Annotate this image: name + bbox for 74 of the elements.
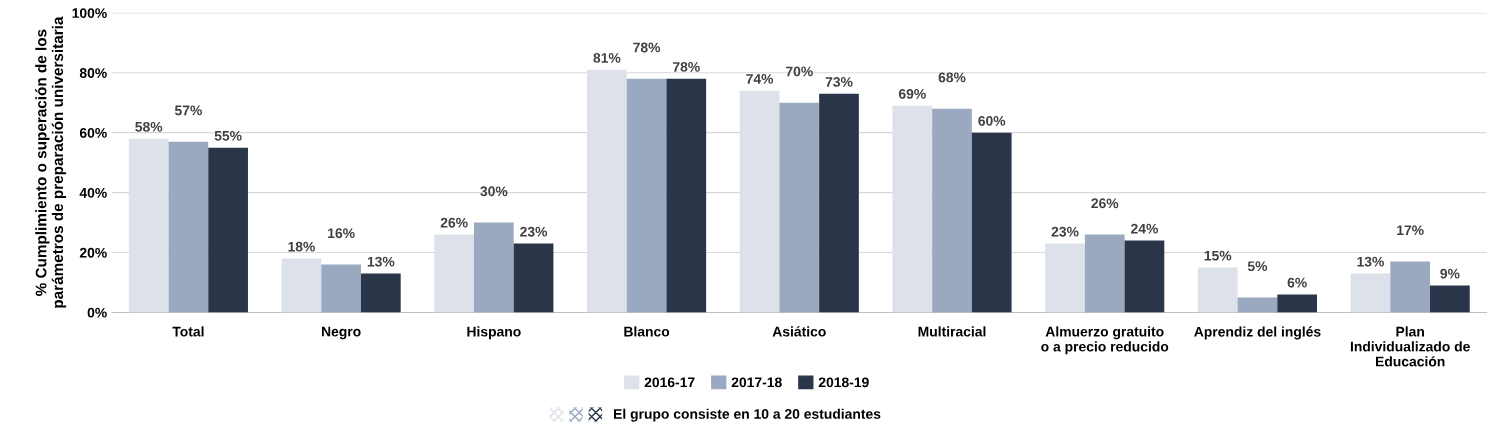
data-label: 78% <box>633 42 661 53</box>
bar <box>360 273 401 313</box>
bar <box>1124 240 1165 313</box>
data-label: 26% <box>1091 198 1119 209</box>
bar <box>1084 234 1125 313</box>
bar <box>434 234 474 313</box>
bar <box>474 222 514 313</box>
x-tick-label: Total <box>172 326 204 337</box>
data-label: 13% <box>367 256 395 267</box>
bar <box>321 264 361 313</box>
y-tick-label: 100% <box>72 8 107 19</box>
data-label: 23% <box>520 226 548 237</box>
bar <box>1277 294 1318 313</box>
data-label: 68% <box>938 72 966 83</box>
bar <box>739 90 780 313</box>
y-tick-label: 0% <box>87 307 107 318</box>
bar <box>1390 261 1431 313</box>
x-tick-label: Aprendiz del inglés <box>1194 326 1321 340</box>
bar <box>513 243 554 313</box>
data-label: 9% <box>1440 268 1460 279</box>
bar <box>1237 297 1278 313</box>
x-tick-label: Negro <box>322 326 361 340</box>
data-label: 74% <box>746 74 774 84</box>
y-axis-title: % Cumplimiento o superación de los parámetros de preparación universitaria <box>35 16 67 308</box>
data-label: 18% <box>288 241 315 252</box>
data-label: 55% <box>214 130 242 141</box>
x-tick-label: Plan Individualizado de Educación <box>1350 326 1470 367</box>
legend-label: 2017-18 <box>731 377 782 388</box>
bar <box>1430 285 1470 313</box>
bar <box>892 105 933 313</box>
text: El grupo consiste en 10 a 20 estudiantes <box>614 408 881 422</box>
bar <box>819 93 859 313</box>
data-label: 70% <box>785 66 813 77</box>
data-label: 58% <box>135 121 163 132</box>
bar <box>587 69 627 313</box>
bar <box>666 78 707 313</box>
y-tick-label: 20% <box>79 247 107 258</box>
data-label: 13% <box>1357 256 1384 267</box>
data-label: 15% <box>1204 250 1232 261</box>
bar <box>1197 267 1238 313</box>
data-label: 73% <box>825 76 853 87</box>
data-label: 5% <box>1247 261 1268 272</box>
x-tick-label: Almuerzo gratuito o a precio reducido <box>1041 326 1169 355</box>
bar <box>1350 273 1391 313</box>
legend-label: 2018-19 <box>818 377 869 388</box>
data-label: 26% <box>440 217 468 228</box>
y-tick-label: 60% <box>79 128 107 138</box>
data-label: 30% <box>480 186 508 197</box>
data-label: 81% <box>593 53 621 63</box>
data-label: 23% <box>1051 226 1079 237</box>
bar <box>932 108 972 313</box>
data-label: 57% <box>174 105 202 116</box>
bar <box>626 78 667 313</box>
data-label: 69% <box>898 88 926 99</box>
data-label: 78% <box>672 62 700 72</box>
x-tick-label: Hispano <box>467 326 521 340</box>
bar <box>128 138 169 313</box>
legend-label: 2016-17 <box>644 377 695 388</box>
x-tick-label: Asiático <box>772 326 826 337</box>
bar <box>971 132 1012 313</box>
bar <box>779 102 820 313</box>
bar <box>168 141 209 313</box>
y-tick-label: 80% <box>79 68 107 78</box>
data-label: 60% <box>978 115 1006 126</box>
bar <box>281 258 322 313</box>
x-tick-label: Multiracial <box>918 326 986 337</box>
bar <box>208 147 248 313</box>
data-label: 24% <box>1131 223 1158 234</box>
bar <box>1045 243 1085 313</box>
data-label: 17% <box>1397 225 1424 236</box>
y-tick-label: 40% <box>79 187 107 198</box>
data-label: 16% <box>328 228 355 239</box>
data-label: 6% <box>1287 277 1307 288</box>
x-tick-label: Blanco <box>624 326 670 337</box>
